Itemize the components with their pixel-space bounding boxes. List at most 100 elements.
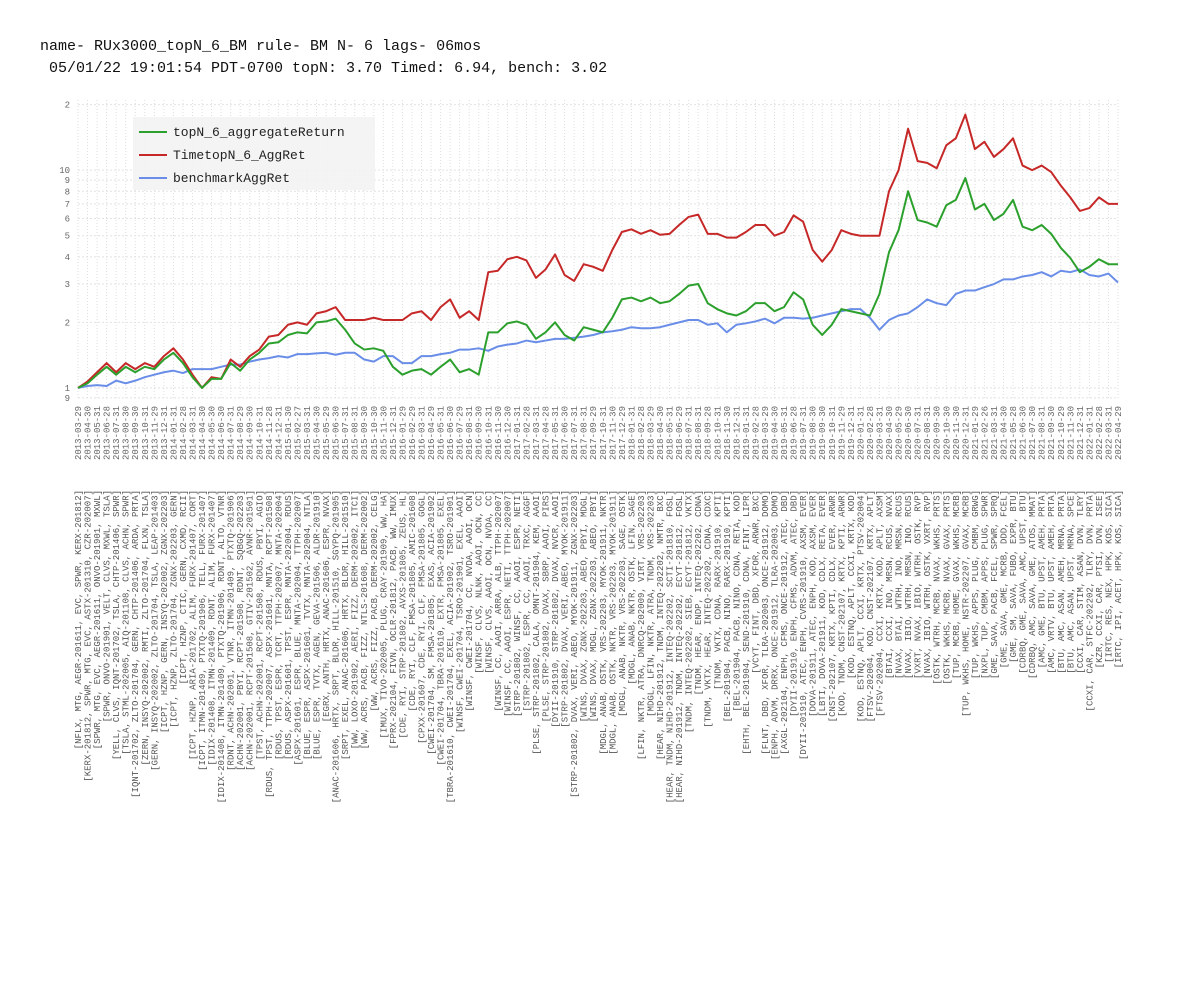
x-tick-label: 2017-05-31 — [551, 406, 561, 460]
holdings-label: [WINSF, CC, AAOI, ARRA, ALB, TTPH-202007… — [494, 490, 504, 711]
holdings-label: [AXGL-202104, ENPH, CFMS, ONCE-201912, A… — [780, 490, 790, 755]
x-tick-label: 2019-04-30 — [771, 406, 781, 460]
x-tick-label: 2014-05-30 — [208, 406, 218, 460]
x-tick-label: 2020-10-30 — [942, 406, 952, 460]
holdings-label: [OSTK, WTRH, MCRB, NVAX, WKHS, PRTS] — [933, 490, 943, 684]
x-tick-label: 2022-03-31 — [1104, 406, 1114, 460]
holdings-label: [KOD, ESTNQ, APLT, CCXI, KRTX, PTSV-2020… — [856, 490, 866, 722]
x-tick-label: 2016-03-31 — [417, 406, 427, 460]
header-line2: 05/01/22 19:01:54 PDT-0700 topN: 3.70 Ti… — [40, 60, 607, 77]
x-tick-label: 2013-09-30 — [131, 406, 141, 460]
holdings-label: [TNDM, INTEQ-202202, SIEB, ECYT-201812, … — [685, 490, 695, 733]
x-tick-label: 2020-01-31 — [856, 406, 866, 460]
x-tick-label: 2014-12-31 — [274, 406, 284, 460]
x-tick-label: 2021-12-31 — [1076, 406, 1086, 460]
x-tick-label: 2015-01-30 — [284, 406, 294, 460]
holdings-label: [SPWR, MTG, EVC, AEGR-201611, ONVO-20190… — [93, 490, 103, 749]
x-tick-label: 2017-11-30 — [608, 406, 618, 460]
legend-label: benchmarkAggRet — [173, 171, 290, 186]
x-tick-label: 2015-08-31 — [351, 406, 361, 460]
holdings-label: [CCXI, CAR, STFC-202202, TLRY, DVN, PRTA… — [1085, 490, 1095, 711]
x-tick-label: 2016-07-29 — [456, 406, 466, 460]
holdings-label: [ICPT, ITMN-201409, PTXTQ-201906, TELL, … — [198, 490, 208, 771]
holdings-label: [CCXI, CAR, STIM, ASAN, DVN, TLRY] — [1076, 490, 1086, 674]
x-tick-label: 2019-09-30 — [818, 406, 828, 460]
x-tick-label: 2020-06-30 — [904, 406, 914, 460]
holdings-label: [ACHN-202001, RCPT-201508, GTIV-201502, … — [246, 490, 256, 771]
x-tick-label: 2016-02-29 — [408, 406, 418, 460]
y-tick-label: 2 — [65, 318, 70, 328]
holdings-label: [ACHN-202001, PBYI, RCPT-201508, RDNT, S… — [236, 490, 246, 771]
x-tick-label: 2014-08-29 — [236, 406, 246, 460]
x-tick-label: 2019-11-29 — [837, 406, 847, 460]
y-tick-label: 7 — [65, 200, 70, 210]
x-tick-label: 2013-05-31 — [93, 406, 103, 460]
holdings-label: [CPXX-201607, CDE, RYI, CLF, FMSA-201805… — [417, 490, 427, 744]
x-tick-label: 2014-06-30 — [217, 406, 227, 460]
holdings-label: [DOVA-201911, ATEC, ENPH, KOD, AXSM, EVE… — [809, 490, 819, 717]
holdings-label: [SRPT, EXEL, ANAC-201606, HRTX, BLDR, HI… — [341, 490, 351, 760]
x-tick-label: 2017-03-31 — [532, 406, 542, 460]
y-tick-label: 6 — [65, 214, 70, 224]
holdings-label: [WINSF, CC, AAOI, ESPR, NETI, TTPH-20200… — [503, 490, 513, 717]
x-tick-label: 2018-04-30 — [656, 406, 666, 460]
holdings-label: [WINSF, CWEI-201704, CC, NVDA, AAOI, OCN… — [465, 490, 475, 711]
x-tick-label: 2017-02-28 — [522, 406, 532, 460]
holdings-label: [EGRX, ANTH, HRTX, ANAC-201606, ESPR, NV… — [322, 490, 332, 722]
x-tick-label: 2017-12-29 — [618, 406, 628, 460]
x-tick-label: 2017-07-31 — [570, 406, 580, 460]
holdings-label: [CWEI-201704, TBRA-201610, EXTR, FMSA-20… — [437, 490, 447, 765]
holdings-label: [KOD, TNDM, CNST-202107, KRTX, KPTI, ARW… — [837, 490, 847, 717]
x-tick-label: 2015-02-27 — [293, 406, 303, 460]
holdings-label: [RDNT, ACHN-202001, VTNR, ITMN-201409, P… — [227, 490, 237, 771]
x-tick-label: 2019-10-31 — [828, 406, 838, 460]
holdings-label: [TUP, WKHS, HOME, NSTR-202207, GVAX, MCR… — [961, 490, 971, 717]
holdings-label: [BTU, AMC, ASAN, UPST, MRNA, SPCE] — [1066, 490, 1076, 674]
holdings-label: [RDUS, TPST, ESPR, TCRT, TTPH-202007, MN… — [274, 490, 284, 760]
series-line — [77, 177, 1118, 389]
holdings-label: [ASPX-201601, ESPR, BLUE, MNTA-202004, T… — [293, 490, 303, 765]
holdings-label: [EHTH, BEL-201904, SEND-201910, CDNA, FI… — [742, 490, 752, 755]
x-tick-label: 2013-10-31 — [141, 406, 151, 460]
holdings-label: [GME, SAVA, PACB, FCEL, SPWR, SPRQ] — [990, 490, 1000, 679]
x-tick-label: 2013-04-30 — [84, 406, 94, 460]
x-tick-label: 2016-12-30 — [503, 406, 513, 460]
holdings-label: [BEL-201904, PACB, NINO, RARX-201910, KP… — [723, 490, 733, 722]
x-tick-label: 2013-06-28 — [103, 406, 113, 460]
holdings-label: [MDGL, ANAB, OSTK, VRS-202203, MYOK-2019… — [599, 490, 609, 755]
x-tick-label: 2015-05-29 — [322, 406, 332, 460]
y-tick-label: 2 — [65, 101, 70, 111]
holdings-label: [HEAR, TNDM, NIHD-201912, INTEQ-202202, … — [666, 490, 676, 803]
holdings-label: [WINSF, CWEI-201704, TSRO-201901, EXEL, … — [456, 490, 466, 733]
x-tick-label: 2020-03-31 — [875, 406, 885, 460]
x-tick-label: 2018-06-29 — [675, 406, 685, 460]
x-tick-label: 2016-11-30 — [494, 406, 504, 460]
holdings-label: [DYII-201910, ENPH, CFMS, ADVM, ATEC, DB… — [790, 490, 800, 717]
x-tick-label: 2021-07-30 — [1028, 406, 1038, 460]
holdings-label: [VXRT, NVAX, IBIO, WTRH, OSTK, RVP] — [914, 490, 924, 679]
holdings-label: [GME, SM, SAVA, FUBO, EXPR, BTU] — [1009, 490, 1019, 663]
holdings-label: [IDIX-201408, ITMN-201409, RDNT, ALIM, F… — [208, 490, 218, 765]
holdings-label: [NXPL, TUP, CMBM, APPS, PLUG, SPWR] — [980, 490, 990, 679]
legend-label: topN_6_aggregateReturn — [173, 125, 345, 140]
x-tick-label: 2018-09-28 — [704, 406, 714, 460]
x-tick-label: 2020-02-28 — [866, 406, 876, 460]
y-tick-label: 10 — [59, 166, 70, 176]
holdings-label: [IQNT-201702, ZLTO-201704, GERN, CHTP-20… — [131, 490, 141, 798]
y-tick-label: 4 — [65, 253, 70, 263]
holdings-label: [BLUE, ESPR, TVTX, AGEN, GEVA-201506, AL… — [313, 490, 323, 760]
x-tick-label: 2014-09-30 — [246, 406, 256, 460]
holdings-label: [ENPH, ADVM, DRRX, ONCE-201912, TLRA-202… — [771, 490, 781, 760]
holdings-label: [BTU, AMC, ASAN, AMEH, MRNA, PRTA] — [1057, 490, 1067, 674]
holdings-label: [WW, ACRS, FIZZ, PACB, DERM-202002, CELG… — [370, 490, 380, 711]
holdings-label: [NVAX, BTAI, WTRH, INO, MRSN, RCUS] — [895, 490, 905, 679]
x-tick-label: 2021-02-26 — [980, 406, 990, 460]
holdings-label: [WW, LOXO-201902, AERI, FIZZ, DERM-20200… — [351, 490, 361, 749]
x-tick-label: 2016-06-30 — [446, 406, 456, 460]
holdings-label: [DYII-201910, STRP-201802, DVAX, NVCR, A… — [551, 490, 561, 728]
holdings-label: [NVAX, IBIO, WTRH, MRSN, INO, RCUS] — [904, 490, 914, 679]
x-tick-label: 2015-03-31 — [303, 406, 313, 460]
x-tick-label: 2021-09-30 — [1047, 406, 1057, 460]
